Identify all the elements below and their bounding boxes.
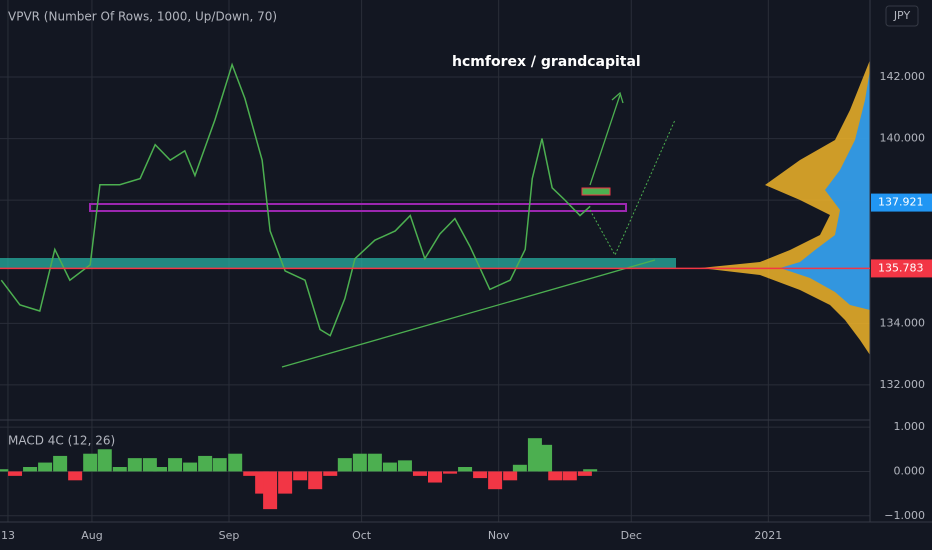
macd-bar	[53, 455, 68, 472]
macd-bar	[538, 444, 553, 472]
macd-bar	[38, 462, 53, 472]
x-tick-label: Sep	[219, 529, 240, 542]
macd-bar	[168, 458, 183, 472]
y-tick-label: 142.000	[880, 70, 926, 83]
currency-box	[885, 5, 919, 27]
macd-bar	[412, 471, 427, 476]
y-tick-label: −1.000	[884, 509, 925, 522]
macd-bar	[367, 453, 382, 472]
macd-bar	[443, 471, 458, 474]
x-tick-label: 13	[1, 529, 15, 542]
macd-bar	[488, 471, 503, 490]
arrow-up	[589, 94, 621, 186]
macd-bar	[127, 458, 142, 472]
macd-bar	[577, 471, 592, 476]
volume-profile	[700, 60, 870, 355]
trendline	[281, 259, 656, 368]
resistance-zone	[89, 203, 627, 212]
macd-bar	[183, 462, 198, 472]
currency: JPY	[893, 9, 911, 22]
price-label-box	[871, 193, 932, 212]
macd-bar	[278, 471, 293, 494]
macd-bar	[263, 471, 278, 510]
macd-bar	[352, 453, 367, 472]
macd-bar	[8, 471, 23, 476]
macd-bar	[512, 464, 527, 472]
x-tick-label: Nov	[488, 529, 510, 542]
y-tick-label: 140.000	[880, 132, 926, 145]
macd-bar	[153, 467, 168, 472]
macd-bar	[68, 471, 83, 481]
price-label-box	[871, 259, 932, 278]
macd-bar	[308, 471, 323, 490]
macd-bar	[503, 471, 518, 481]
x-tick-label: Aug	[81, 529, 102, 542]
target-box	[581, 187, 611, 196]
price-label: 137.921	[878, 196, 924, 209]
arrow-alt	[589, 119, 676, 257]
macd-bar	[473, 471, 488, 479]
support-zone	[0, 258, 676, 268]
x-tick-label: 2021	[754, 529, 782, 542]
x-tick-label: Dec	[621, 529, 642, 542]
macd-bar	[97, 449, 112, 472]
x-tick-label: Oct	[352, 529, 372, 542]
price-label: 135.783	[878, 261, 924, 274]
price-line	[0, 62, 591, 337]
macd-bar	[293, 471, 308, 481]
arrow-head	[611, 91, 624, 104]
plot: 132.000134.000138.000140.000142.00013Aug…	[0, 62, 932, 542]
macd-bar	[562, 471, 577, 481]
macd-bar	[583, 469, 598, 472]
macd-bar	[548, 471, 563, 481]
macd-bar	[243, 471, 258, 476]
macd-bar	[382, 462, 397, 472]
macd-title: MACD 4C (12, 26)	[8, 434, 115, 448]
macd-bar	[228, 453, 243, 472]
y-tick-label: 134.000	[880, 316, 926, 329]
macd-bar	[428, 471, 442, 483]
macd-bar	[337, 458, 352, 472]
macd-bar	[198, 455, 213, 472]
macd-bar	[397, 460, 412, 472]
profile-volume-down	[780, 70, 870, 310]
macd-bar	[212, 458, 227, 472]
macd-bar	[458, 467, 473, 472]
macd-bar	[23, 467, 38, 472]
y-tick-label: 132.000	[880, 378, 926, 391]
y-tick-label: 1.000	[894, 420, 926, 433]
macd-bar	[112, 467, 127, 472]
indicator-title: VPVR (Number Of Rows, 1000, Up/Down, 70)	[8, 10, 277, 24]
watermark: hcmforex / grandcapital	[452, 54, 641, 70]
macd-bar	[0, 469, 9, 472]
macd-bar	[83, 453, 98, 472]
y-tick-label: 0.000	[894, 464, 926, 477]
macd-bar	[323, 471, 338, 476]
